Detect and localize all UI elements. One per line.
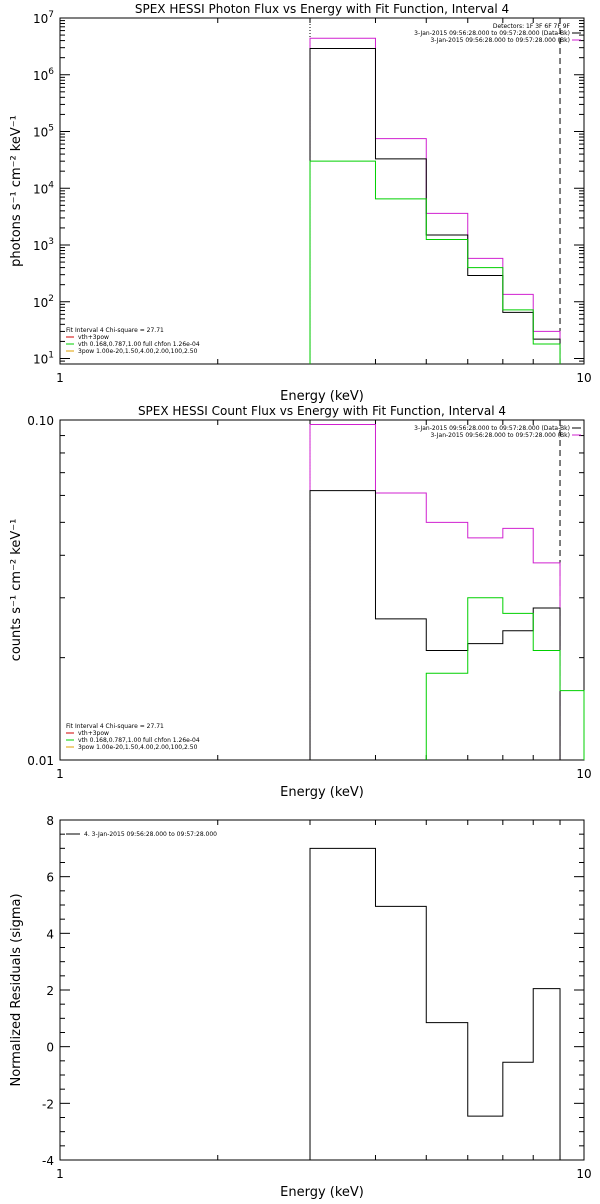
series-magenta — [309, 37, 561, 364]
legend-item: vth+3pow — [78, 334, 109, 341]
y-tick-label: 6 — [46, 871, 54, 885]
series-green — [425, 597, 585, 760]
chart-title: SPEX HESSI Count Flux vs Energy with Fit… — [138, 404, 506, 418]
legend-right-line: 3-Jan-2015 09:56:28.000 to 09:57:28.000 … — [414, 30, 570, 37]
legend-right-line: 3-Jan-2015 09:56:28.000 to 09:57:28.000 … — [430, 432, 570, 439]
y-tick-exponent: 4 — [48, 180, 54, 190]
x-tick-label: 1 — [56, 371, 64, 385]
x-tick-label: 10 — [576, 1167, 591, 1181]
series-black — [309, 847, 561, 1160]
y-tick-label: 104 — [33, 180, 54, 196]
x-tick-label: 10 — [576, 767, 591, 781]
y-axis-label: counts s⁻¹ cm⁻² keV⁻¹ — [9, 519, 24, 662]
y-tick-base: 10 — [33, 126, 48, 140]
legend-item: 4. 3-Jan-2015 09:56:28.000 to 09:57:28.0… — [84, 831, 217, 838]
plot-frame — [59, 419, 585, 761]
series-black — [309, 48, 561, 364]
x-tick-label: 1 — [56, 767, 64, 781]
series-green — [309, 160, 561, 364]
y-tick-label: 106 — [33, 67, 54, 83]
legend-right-line: Detectors: 1F 3F 6F 7F 9F — [493, 23, 571, 30]
y-tick-exponent: 6 — [48, 67, 54, 77]
histogram-line — [425, 597, 585, 760]
y-axis-label: Normalized Residuals (sigma) — [9, 893, 24, 1086]
series-magenta — [309, 423, 561, 760]
y-tick-label: 0 — [46, 1041, 54, 1055]
x-tick-label: 10 — [576, 371, 591, 385]
histogram-line — [309, 847, 561, 1160]
y-tick-label: 2 — [46, 984, 54, 998]
x-axis-label: Energy (keV) — [280, 785, 364, 800]
chart-panel-1: SPEX HESSI Photon Flux vs Energy with Fi… — [9, 2, 592, 404]
y-tick-base: 10 — [33, 12, 48, 26]
y-tick-exponent: 2 — [48, 294, 54, 304]
legend-item: 3pow 1.00e-20,1.50,4.00,2.00,100,2.50 — [78, 348, 198, 355]
y-tick-base: 10 — [33, 353, 48, 367]
x-tick-label: 1 — [56, 1167, 64, 1181]
y-tick-label: 102 — [33, 294, 54, 310]
y-tick-label: 101 — [33, 351, 54, 367]
legend-right-line: 3-Jan-2015 09:56:28.000 to 09:57:28.000 … — [414, 425, 570, 432]
histogram-line — [309, 490, 561, 760]
legend-item: vth 0.168,0.787,1.00 full chfon 1.26e-04 — [78, 737, 200, 744]
y-tick-label: -4 — [42, 1154, 54, 1168]
series-black — [309, 490, 561, 760]
y-tick-label: 105 — [33, 124, 54, 140]
chart-title: SPEX HESSI Photon Flux vs Energy with Fi… — [135, 2, 509, 16]
histogram-line — [309, 48, 561, 364]
y-tick-label: 8 — [46, 814, 54, 828]
y-tick-exponent: 3 — [48, 237, 54, 247]
legend-fit-header: Fit Interval 4 Chi-square = 27.71 — [66, 327, 164, 334]
y-tick-label: 0.01 — [27, 754, 54, 768]
x-axis-label: Energy (keV) — [280, 1185, 364, 1200]
y-tick-base: 10 — [33, 296, 48, 310]
y-tick-exponent: 1 — [48, 351, 54, 361]
legend-item: vth+3pow — [78, 730, 109, 737]
y-tick-base: 10 — [33, 239, 48, 253]
y-tick-label: -2 — [42, 1097, 54, 1111]
histogram-line — [309, 160, 561, 364]
plot-frame — [59, 819, 585, 1161]
y-tick-exponent: 7 — [48, 10, 54, 20]
y-tick-base: 10 — [33, 69, 48, 83]
y-tick-label: 107 — [33, 10, 54, 26]
y-tick-exponent: 5 — [48, 124, 54, 134]
legend-fit-header: Fit Interval 4 Chi-square = 27.71 — [66, 723, 164, 730]
y-tick-label: 103 — [33, 237, 54, 253]
y-axis-label: photons s⁻¹ cm⁻² keV⁻¹ — [9, 115, 24, 267]
chart-panel-3: 1 10 Energy (keV) -4 -2 0 2 4 6 8 Normalized Resid… — [9, 814, 592, 1200]
y-tick-label: 4 — [46, 927, 54, 941]
chart-panel-2: SPEX HESSI Count Flux vs Energy with Fit… — [9, 404, 592, 800]
histogram-line — [309, 423, 561, 760]
x-axis-label: Energy (keV) — [280, 389, 364, 404]
legend-right-line: 3-Jan-2015 09:56:28.000 to 09:57:28.000 … — [430, 37, 570, 44]
legend-item: 3pow 1.00e-20,1.50,4.00,2.00,100,2.50 — [78, 744, 198, 751]
y-tick-label: 0.10 — [27, 414, 54, 428]
legend-item: vth 0.168,0.787,1.00 full chfon 1.26e-04 — [78, 341, 200, 348]
histogram-line — [309, 37, 561, 364]
y-tick-base: 10 — [33, 182, 48, 196]
